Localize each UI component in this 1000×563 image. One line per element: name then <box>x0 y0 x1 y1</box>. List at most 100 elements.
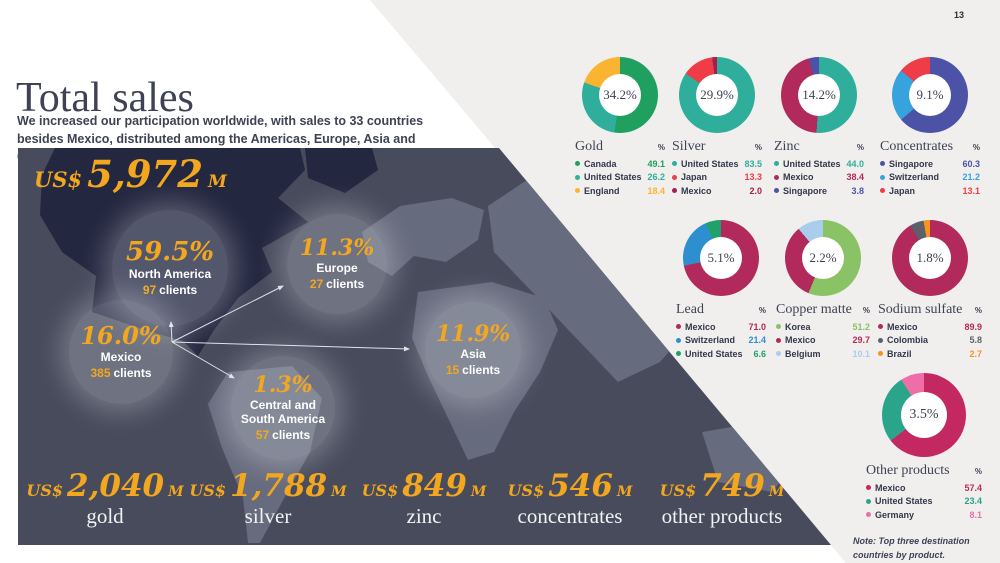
legend-dot <box>672 161 677 166</box>
donut-center-percent: 2.2% <box>809 250 837 265</box>
lead-donut-chart: 5.1% <box>683 220 759 296</box>
legend-value: 2.0 <box>749 185 762 196</box>
legend-value: 51.2 <box>852 321 870 332</box>
chart-title: Concentrates <box>880 139 954 154</box>
legend-row: United States 83.5 <box>672 159 762 169</box>
legend-country: United States <box>875 496 933 506</box>
legend-dot <box>866 498 871 504</box>
currency-prefix: US$ <box>189 481 227 500</box>
donut-hole: 29.9% <box>696 74 738 116</box>
region-name: North America <box>128 266 212 281</box>
continent-africa <box>412 282 558 460</box>
chart-card-zinc: 14.2% Zinc% United States 44.0 Mexico 38.4… <box>774 57 864 196</box>
donut-hole: 9.1% <box>909 74 951 116</box>
arrow-to-north-america <box>168 321 174 343</box>
percent-column-header: % <box>974 306 982 315</box>
legend-value: 89.9 <box>964 321 982 332</box>
chart-legend: Mexico 71.0 Switzerland 21.4 United States… <box>676 322 766 359</box>
legend-dot <box>878 324 883 329</box>
legend-country: Belgium <box>785 348 821 359</box>
legend-value: 8.1 <box>969 509 982 520</box>
legend-row: Singapore 60.3 <box>880 159 980 169</box>
clients-label: clients <box>113 366 152 381</box>
region-clients: 385 clients <box>90 366 151 380</box>
clients-count: 57 <box>255 428 270 443</box>
millions-unit: M <box>470 484 487 500</box>
legend-dot <box>676 324 681 329</box>
legend-value: 13.3 <box>744 172 762 182</box>
chart-title: Other products <box>866 463 950 478</box>
legend-country: Japan <box>681 172 708 182</box>
legend-row: Switzerland 21.4 <box>676 335 766 345</box>
millions-unit: M <box>616 484 633 500</box>
donut-hole: 5.1% <box>700 237 742 279</box>
region-percent: 11.9% <box>435 320 511 347</box>
region-clients: 97 clients <box>143 283 197 297</box>
chart-legend: United States 44.0 Mexico 38.4 Singapore 3.… <box>774 159 864 196</box>
region-circle-mexico: 16.0% Mexico 385 clients <box>69 300 173 404</box>
silver-donut-chart: 29.9% <box>679 57 755 133</box>
legend-country: Mexico <box>685 321 716 332</box>
chart-legend: Singapore 60.3 Switzerland 21.2 Japan 13.1 <box>880 159 980 196</box>
legend-dot <box>774 188 779 193</box>
product-label: silver <box>244 504 292 528</box>
legend-row: England 18.4 <box>575 186 665 196</box>
legend-country: Singapore <box>783 185 828 196</box>
chart-legend: United States 83.5 Japan 13.3 Mexico 2.0 <box>672 159 762 196</box>
product-label: other products <box>661 504 783 528</box>
product-total-gold: US$ 2,040 M gold <box>25 468 185 529</box>
legend-row: Brazil 2.7 <box>878 349 982 359</box>
legend-dot <box>880 161 885 166</box>
legend-row: Singapore 3.8 <box>774 186 864 196</box>
legend-value: 60.3 <box>962 158 980 169</box>
region-percent: 16.0% <box>80 320 162 350</box>
legend-value: 49.1 <box>647 158 665 169</box>
legend-value: 13.1 <box>962 185 980 196</box>
donut-center-percent: 3.5% <box>909 407 939 422</box>
region-percent: 11.3% <box>299 234 375 261</box>
clients-count: 385 <box>90 366 111 381</box>
legend-row: United States 6.6 <box>676 349 766 359</box>
region-percent: 1.3% <box>253 371 313 398</box>
currency-prefix: US$ <box>507 481 545 500</box>
legend-country: Canada <box>584 158 617 169</box>
millions-unit: M <box>168 484 184 500</box>
region-circle-central-south-america: 1.3% Central and South America 57 clients <box>231 356 335 460</box>
legend-row: Japan 13.3 <box>672 172 762 182</box>
total-sales-amount: US$ 5,972 M <box>34 152 227 196</box>
donut-center-percent: 14.2% <box>802 87 836 102</box>
continent-south-america <box>208 366 322 543</box>
legend-dot <box>880 188 885 193</box>
clients-count: 15 <box>445 363 460 378</box>
region-circle-north-america: 59.5% North America 97 clients <box>112 210 228 326</box>
legend-value: 21.4 <box>748 335 766 345</box>
legend-dot <box>774 174 779 180</box>
legend-dot <box>866 512 871 517</box>
legend-country: United States <box>681 158 739 169</box>
sodium-sulfate-donut-chart: 1.8% <box>892 220 968 296</box>
other-products-donut-chart: 3.5% <box>882 373 966 457</box>
legend-country: Singapore <box>889 158 934 169</box>
amount: 749 <box>700 468 765 504</box>
legend-country: Mexico <box>887 321 918 332</box>
donut-center-percent: 34.2% <box>603 87 637 102</box>
clients-label: clients <box>159 283 198 298</box>
legend-value: 2.7 <box>969 348 982 359</box>
arrow-to-central-south-america <box>171 341 235 379</box>
amount: 546 <box>548 468 613 504</box>
product-amount: US$ 849 M <box>344 468 504 504</box>
legend-value: 83.5 <box>744 158 762 169</box>
chart-title: Gold <box>575 139 603 154</box>
legend-row: Germany 8.1 <box>866 510 982 520</box>
donut-center-percent: 9.1% <box>916 87 944 102</box>
legend-value: 5.8 <box>969 335 982 345</box>
clients-label: clients <box>272 428 311 443</box>
chart-title: Zinc <box>774 139 800 154</box>
total-amount: 5,972 <box>87 152 203 196</box>
legend-country: Japan <box>889 185 916 196</box>
legend-value: 57.4 <box>964 482 982 493</box>
legend-value: 38.4 <box>846 172 864 182</box>
legend-country: Switzerland <box>685 335 736 345</box>
chart-title: Lead <box>676 302 704 317</box>
